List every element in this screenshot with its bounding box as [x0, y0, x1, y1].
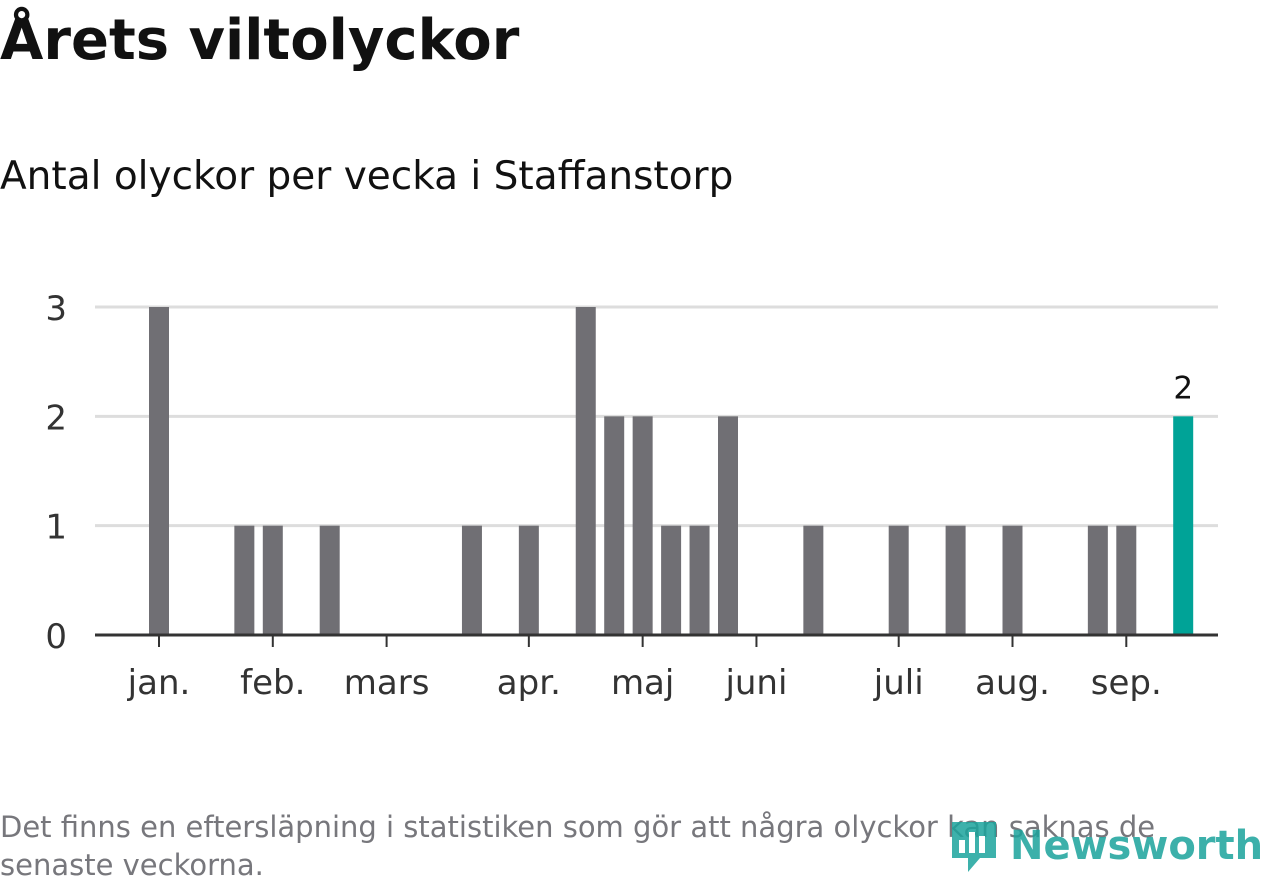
- x-tick-label: maj: [611, 663, 674, 703]
- x-tick-label: aug.: [975, 663, 1050, 703]
- bar: [604, 416, 625, 635]
- x-tick-label: apr.: [497, 663, 561, 703]
- x-tick-label: sep.: [1091, 663, 1162, 703]
- chart-subtitle: Antal olyckor per vecka i Staffanstorp: [0, 154, 734, 199]
- y-tick-label: 0: [45, 617, 67, 657]
- logo-text: Newsworthy: [1010, 823, 1262, 869]
- y-axis-ticks: 0 1 2 3: [45, 289, 67, 657]
- bar: [632, 416, 653, 635]
- newsworthy-logo: Newsworthy: [950, 818, 1262, 874]
- x-tick-label: juli: [873, 663, 924, 703]
- bar: [319, 525, 340, 635]
- grid-lines: [95, 305, 1218, 528]
- x-tick-label: juni: [724, 663, 787, 703]
- bars: [149, 307, 1194, 635]
- bar: [461, 525, 482, 635]
- chart-title: Årets viltolyckor: [0, 8, 520, 73]
- y-tick-label: 1: [45, 508, 67, 548]
- newsworthy-logo-icon: [952, 822, 996, 872]
- highlight-value-label: 2: [1173, 370, 1193, 406]
- bar-highlight: [1173, 416, 1194, 635]
- bar: [1087, 525, 1108, 635]
- bar: [718, 416, 738, 635]
- x-tick-label: jan.: [127, 663, 191, 703]
- bar: [234, 525, 255, 635]
- y-tick-label: 2: [45, 398, 67, 438]
- bar: [888, 525, 909, 635]
- bar: [661, 525, 682, 635]
- bar: [945, 525, 966, 635]
- x-tick-label: feb.: [240, 663, 305, 703]
- bar: [575, 307, 596, 635]
- bar: [803, 525, 824, 635]
- x-tick-label: mars: [344, 663, 430, 703]
- bar: [1002, 525, 1023, 635]
- bar: [689, 525, 710, 635]
- bar: [518, 525, 539, 635]
- x-axis-ticks: jan. feb. mars apr. maj juni juli aug. sep.: [127, 635, 1162, 703]
- bar-chart: 0 1 2 3 jan. feb. mars apr. maj juni juli aug. sep.…: [45, 289, 1218, 703]
- bar: [1116, 525, 1137, 635]
- bar: [262, 525, 283, 635]
- bar: [149, 307, 169, 635]
- data-labels: 2: [1173, 370, 1193, 406]
- y-tick-label: 3: [45, 289, 67, 329]
